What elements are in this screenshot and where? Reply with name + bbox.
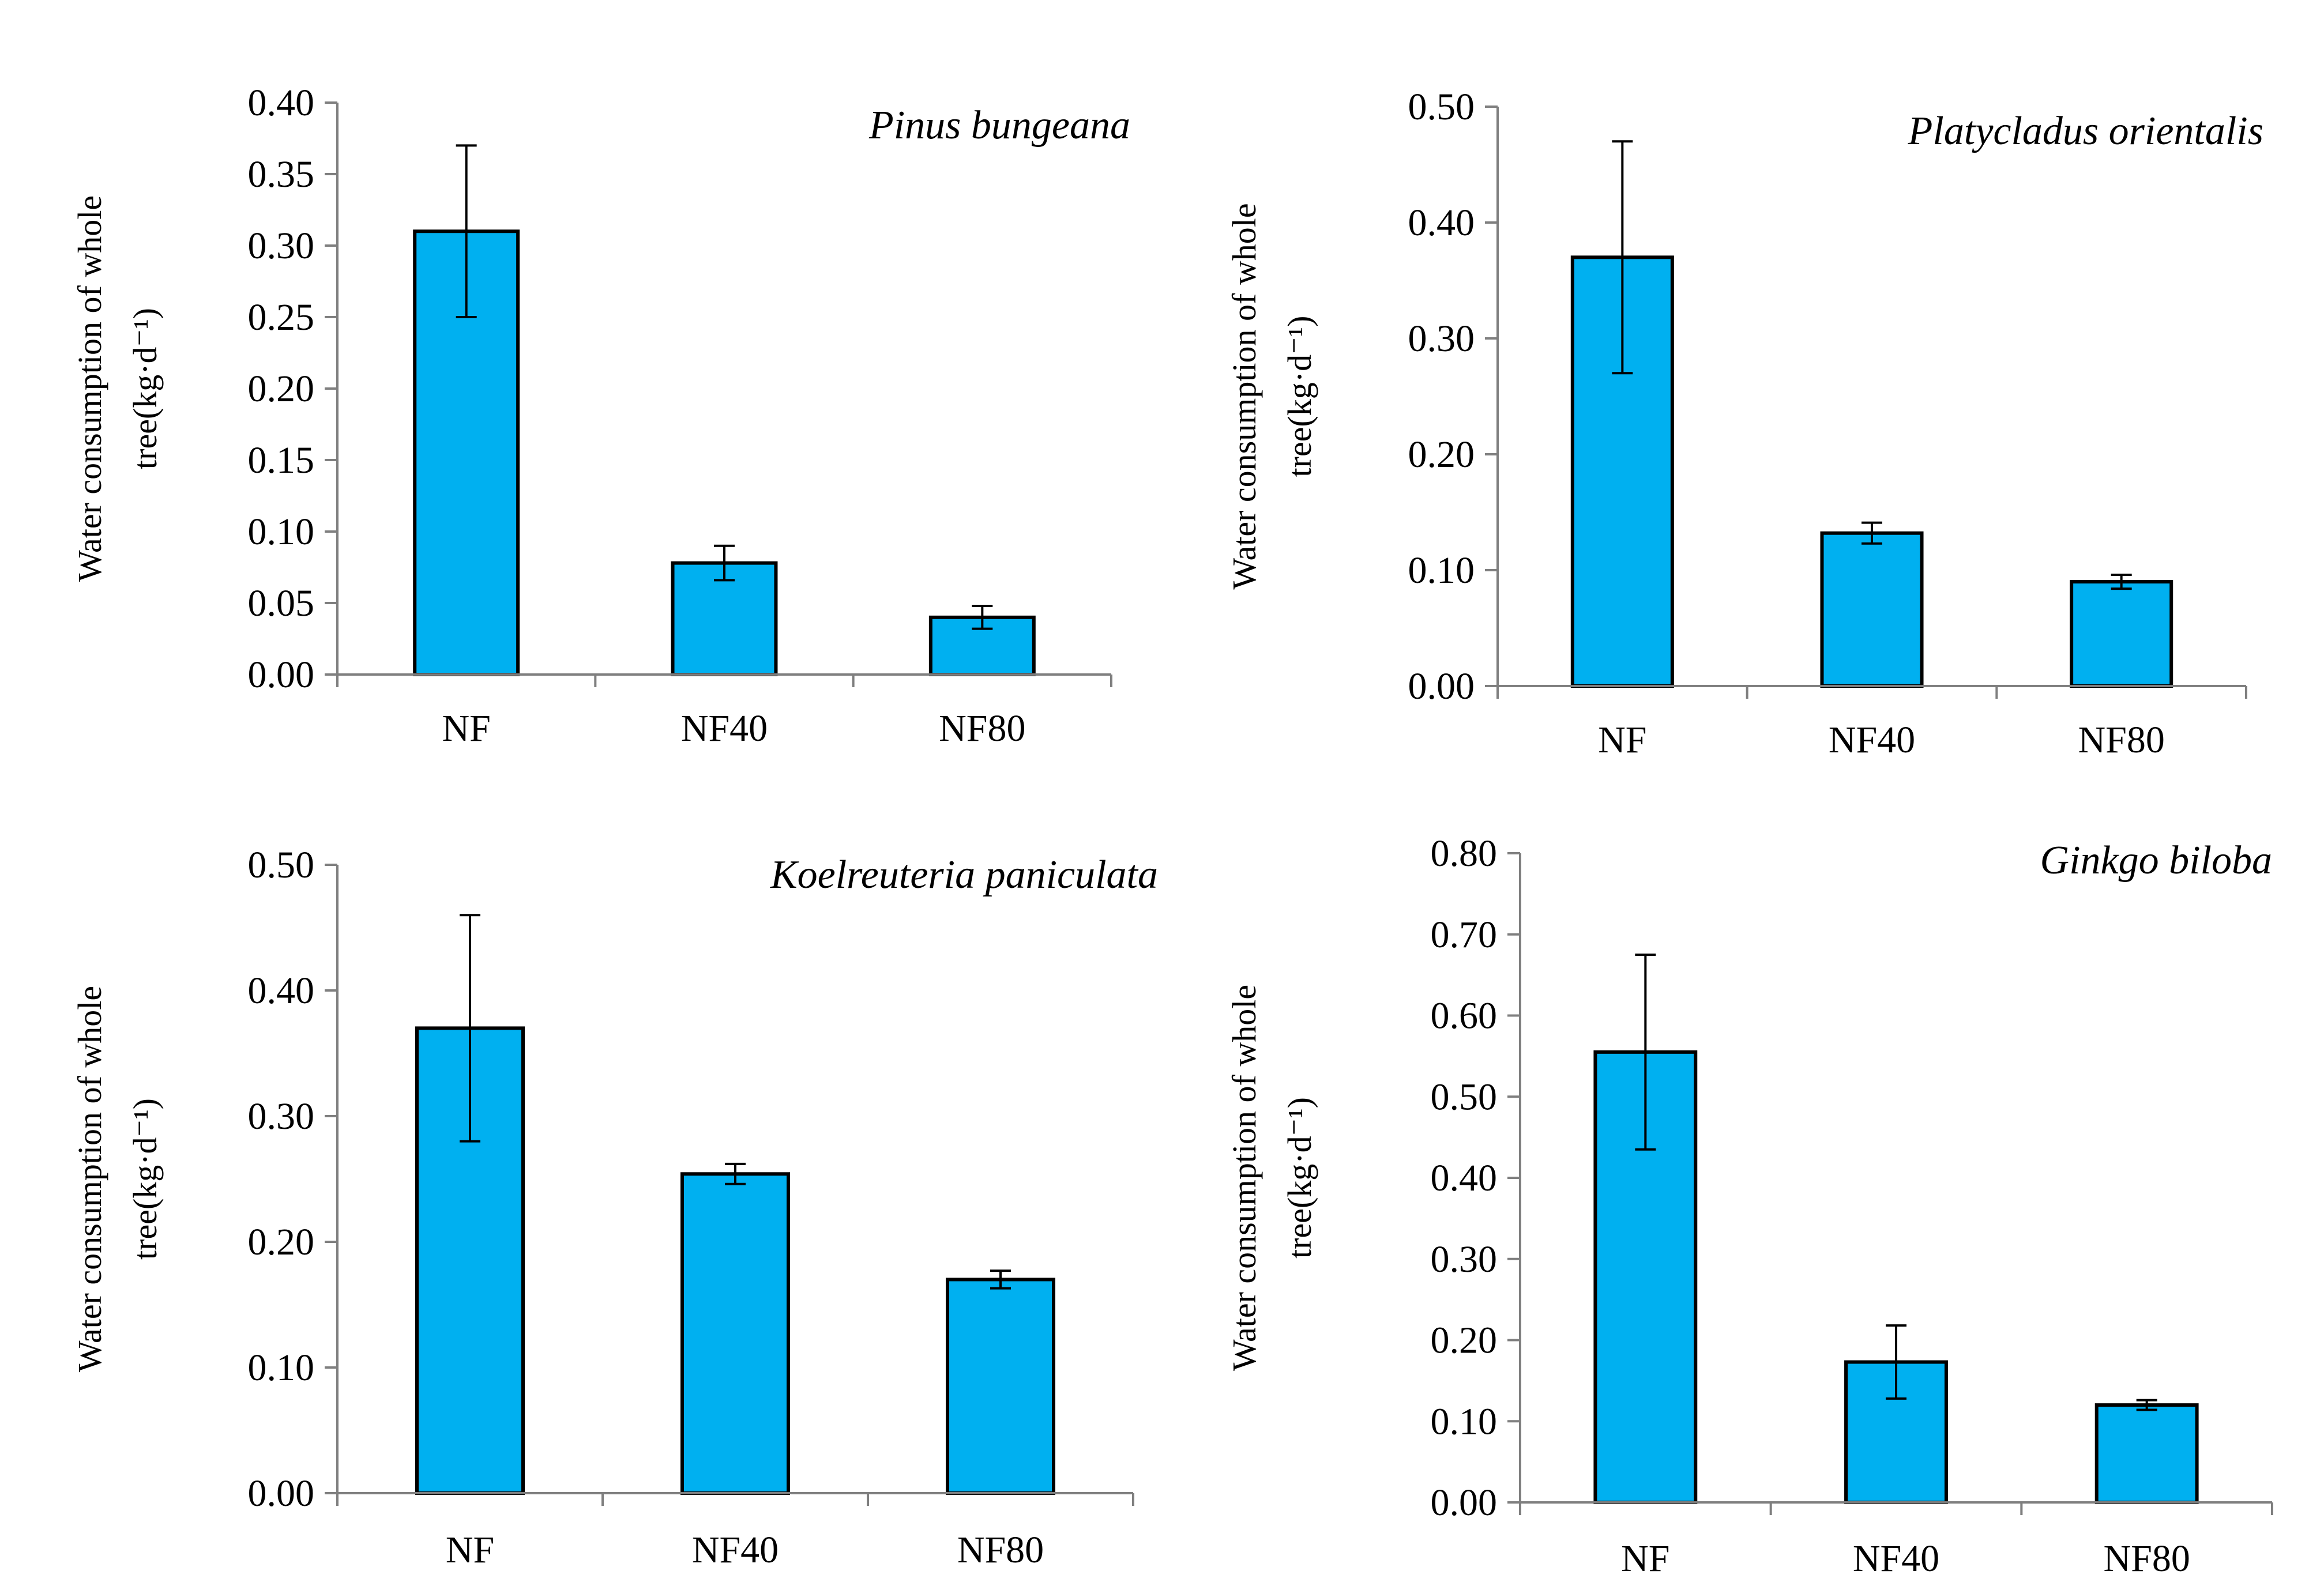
y-tick-label: 0.30 — [248, 225, 315, 267]
y-tick-label: 0.30 — [248, 1095, 315, 1137]
y-axis-label-line2: tree(kg·d⁻¹) — [1281, 316, 1318, 477]
y-tick-label: 0.50 — [1408, 86, 1475, 128]
category-label: NF80 — [957, 1529, 1044, 1571]
panel-ginkgo: 0.00 0.10 0.20 0.30 0.40 0.50 0.60 0.70 0.80 NF NF… — [1225, 832, 2273, 1580]
y-axis-label-line1: Water consumption of whole — [71, 986, 108, 1372]
category-label: NF80 — [2078, 719, 2164, 761]
error-bar-nf80 — [990, 1269, 1011, 1290]
y-tick-label: 0.30 — [1431, 1238, 1498, 1280]
category-label: NF80 — [2103, 1538, 2190, 1580]
y-tick-label: 0.10 — [248, 511, 315, 553]
y-tick-label: 0.20 — [1408, 434, 1475, 476]
y-tick-label: 0.00 — [1431, 1482, 1498, 1524]
error-bar-nf — [456, 144, 477, 318]
y-tick-label: 0.35 — [248, 153, 315, 195]
y-tick-label: 0.70 — [1431, 914, 1498, 956]
y-tick-label: 0.10 — [248, 1347, 315, 1389]
category-label: NF40 — [1853, 1538, 1939, 1580]
chart-title: Ginkgo biloba — [2040, 838, 2272, 883]
y-tick-label: 0.40 — [248, 970, 315, 1012]
panel-koelreuteria: 0.00 0.10 0.20 0.30 0.40 0.50 NF NF40 NF80 Koelre… — [71, 844, 1158, 1571]
y-axis-label: Water consumption of whole tree(kg·d⁻¹) — [71, 195, 164, 582]
y-tick-label: 0.25 — [248, 296, 315, 338]
category-label: NF — [1598, 719, 1646, 761]
bar-nf80 — [2094, 1403, 2199, 1505]
error-bar-nf — [1612, 140, 1633, 375]
bar-nf80 — [2070, 580, 2173, 688]
y-tick-label: 0.20 — [248, 368, 315, 410]
category-label: NF — [442, 707, 490, 749]
y-axis-label: Water consumption of whole tree(kg·d⁻¹) — [1225, 985, 1318, 1371]
chart-title: Koelreuteria paniculata — [770, 853, 1158, 897]
error-bar-nf40 — [1862, 521, 1882, 545]
y-axis-label-line1: Water consumption of whole — [1225, 985, 1263, 1371]
category-label: NF — [446, 1529, 494, 1571]
y-axis-label-line2: tree(kg·d⁻¹) — [126, 1098, 164, 1260]
panel-platycladus: 0.00 0.10 0.20 0.30 0.40 0.50 NF NF40 NF80 Platyc… — [1225, 86, 2263, 761]
y-tick-label: 0.10 — [1408, 549, 1475, 592]
y-tick-label: 0.30 — [1408, 318, 1475, 360]
error-bar-nf — [460, 914, 480, 1143]
y-tick-label: 0.40 — [1431, 1157, 1498, 1199]
y-tick-label: 0.50 — [1431, 1076, 1498, 1118]
y-tick-label: 0.40 — [248, 82, 315, 124]
y-tick-label: 0.60 — [1431, 995, 1498, 1037]
y-tick-label: 0.05 — [248, 582, 315, 624]
category-label: NF40 — [692, 1529, 779, 1571]
y-axis-label: Water consumption of whole tree(kg·d⁻¹) — [71, 986, 164, 1372]
y-axis-label-line2: tree(kg·d⁻¹) — [126, 308, 164, 469]
y-tick-label: 0.10 — [1431, 1400, 1498, 1442]
y-tick-label: 0.00 — [248, 1472, 315, 1515]
y-axis-label-line1: Water consumption of whole — [71, 195, 108, 582]
y-tick-label: 0.20 — [1431, 1320, 1498, 1362]
chart-title: Platycladus orientalis — [1908, 109, 2263, 153]
error-bar-nf80 — [972, 604, 993, 630]
y-axis-label-line2: tree(kg·d⁻¹) — [1281, 1097, 1318, 1259]
y-axis-label: Water consumption of whole tree(kg·d⁻¹) — [1225, 203, 1318, 589]
error-bar-nf80 — [2136, 1399, 2157, 1411]
y-tick-label: 0.50 — [248, 844, 315, 886]
category-label: NF80 — [939, 707, 1025, 749]
y-tick-label: 0.80 — [1431, 832, 1498, 875]
error-bar-nf40 — [714, 544, 735, 582]
y-axis-label-line1: Water consumption of whole — [1225, 203, 1263, 589]
y-tick-label: 0.40 — [1408, 202, 1475, 244]
y-tick-label: 0.15 — [248, 439, 315, 481]
y-tick-label: 0.20 — [248, 1221, 315, 1263]
category-label: NF — [1621, 1538, 1669, 1580]
error-bar-nf80 — [2111, 574, 2132, 590]
error-bar-nf — [1635, 953, 1656, 1151]
error-bar-nf40 — [1886, 1324, 1906, 1400]
bar-nf80 — [946, 1278, 1055, 1495]
error-bar-nf40 — [725, 1162, 746, 1185]
chart-title: Pinus bungeana — [868, 103, 1130, 148]
bar-nf40 — [1820, 531, 1924, 688]
panel-pinus: 0.00 0.05 0.10 0.15 0.20 0.25 0.30 0.35 0.40 NF NF… — [71, 82, 1130, 749]
bar-nf40 — [680, 1172, 790, 1495]
category-label: NF40 — [681, 707, 768, 749]
category-label: NF40 — [1829, 719, 1915, 761]
y-tick-label: 0.00 — [248, 654, 315, 696]
y-tick-label: 0.00 — [1408, 665, 1475, 707]
